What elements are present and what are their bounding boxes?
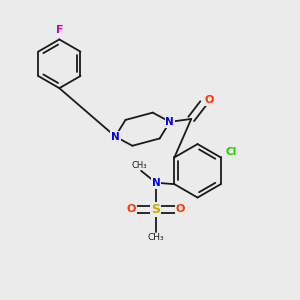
Text: Cl: Cl [226,147,237,157]
Text: CH₃: CH₃ [148,232,164,242]
Text: N: N [111,131,120,142]
Text: S: S [152,203,160,216]
Text: N: N [166,117,174,127]
Text: O: O [127,204,136,214]
Text: F: F [56,25,63,35]
Text: O: O [176,204,185,214]
Text: O: O [204,95,214,105]
Text: N: N [152,178,160,188]
Text: CH₃: CH₃ [132,161,147,170]
